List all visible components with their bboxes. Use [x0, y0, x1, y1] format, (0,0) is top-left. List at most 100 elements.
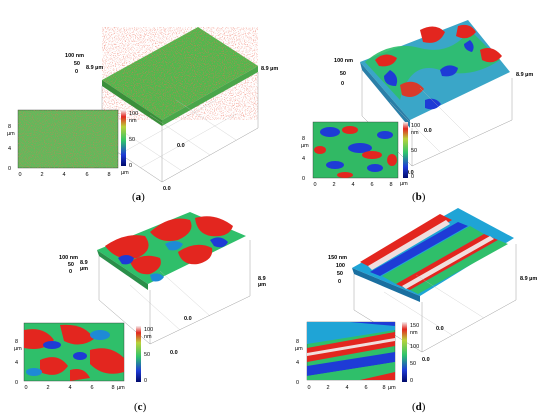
- panel-a-colorbar: [121, 110, 126, 166]
- panel-c-map-unit: µm: [14, 346, 22, 352]
- panel-b-z-mid: 50: [340, 71, 346, 77]
- panel-c-surface-3d: [97, 212, 251, 345]
- panel-d-z-mid: 50: [337, 271, 343, 277]
- panel-b-map-x-tick-0: 0: [313, 182, 316, 188]
- panel-b-map-unit: µm: [301, 143, 309, 149]
- panel-b-map-x-tick-3: 6: [370, 182, 373, 188]
- panel-a-map-x-tick-0: 0: [18, 172, 21, 178]
- panel-d-cbar-tick-0: 150: [410, 323, 419, 329]
- panel-c-map-x-tick-1: 2: [46, 385, 49, 391]
- panel-c-map-x-tick-2: 4: [68, 385, 71, 391]
- panel-b-cbar-tick-2: 0: [411, 174, 414, 180]
- panel-d-map-y-tick-0: 8: [296, 339, 299, 345]
- panel-c-height-map: [23, 322, 125, 382]
- panel-c-colorbar: [136, 326, 141, 382]
- panel-b-cbar-tick-0: 100: [411, 123, 420, 129]
- panel-c-y-unit: µm: [80, 266, 88, 272]
- panel-b-surface-3d: [360, 20, 513, 167]
- panel-a-map-x-tick-3: 6: [85, 172, 88, 178]
- panel-c-z-max: 100 nm: [59, 255, 78, 261]
- panel-c-y-end: 8.9: [80, 260, 88, 266]
- panel-c-cbar-tick-2: 0: [144, 378, 147, 384]
- panel-a-y-end: 8.9 µm: [86, 65, 103, 71]
- panel-b: 100 nm 50 0 8.9 µm 0.0 0.0 8 µm 4 0 0 2 …: [301, 20, 533, 203]
- panel-a-map-x-tick-1: 2: [40, 172, 43, 178]
- panel-a-map-x-unit: µm: [121, 170, 129, 176]
- panel-a-cbar-tick-2: 0: [129, 163, 132, 169]
- panel-c-map-x-tick-0: 0: [24, 385, 27, 391]
- panel-b-origin: 0.0: [406, 170, 414, 176]
- panel-d-cbar-tick-1: 100: [410, 344, 419, 350]
- panel-d-map-unit: µm: [295, 346, 303, 352]
- panel-c-map-x-tick-3: 6: [90, 385, 93, 391]
- panel-d-origin: 0.0: [422, 357, 430, 363]
- panel-a-z-mid: 50: [74, 61, 80, 67]
- panel-a-z-max: 100 nm: [65, 53, 84, 59]
- panel-d-z-min: 0: [338, 279, 341, 285]
- panel-b-z-max: 100 nm: [334, 58, 353, 64]
- panel-b-map-y-tick-2: 0: [302, 176, 305, 182]
- panel-d-z-max: 150 nm: [328, 255, 347, 261]
- panel-b-z-min: 0: [341, 81, 344, 87]
- panel-a-height-map: [17, 109, 119, 169]
- panel-c-cbar-tick-0: 100: [144, 327, 153, 333]
- panel-b-map-x-tick-4: 8: [389, 182, 392, 188]
- panel-d-map-x-tick-4: 8: [382, 385, 385, 391]
- panel-d-origin-2: 0.0: [436, 326, 444, 332]
- panel-d: 150 nm 100 50 0 8.9 µm 0.0 0.0 8 µm 4 0 …: [295, 208, 537, 413]
- panel-a-origin: 0.0: [163, 186, 171, 192]
- panel-d-map-x-tick-1: 2: [326, 385, 329, 391]
- panel-a-cbar-tick-0: 100: [129, 111, 138, 117]
- panel-c-x-end: 8.9: [258, 276, 266, 282]
- panel-c-map-y-tick-2: 0: [15, 380, 18, 386]
- panel-a-map-y-tick-0: 8: [8, 124, 11, 130]
- panel-c-caption: (c): [134, 401, 147, 413]
- panel-b-x-end: 8.9 µm: [516, 72, 533, 78]
- panel-b-colorbar: [403, 122, 408, 178]
- panel-c-map-x-unit: µm: [117, 385, 125, 391]
- panel-d-map-x-tick-2: 4: [345, 385, 348, 391]
- panel-c-map-x-tick-4: 8: [111, 385, 114, 391]
- panel-a-x-end: 8.9 µm: [261, 66, 278, 72]
- panel-b-height-map: [312, 121, 399, 179]
- panel-b-origin-2: 0.0: [424, 128, 432, 134]
- panel-a-map-y-tick-1: 4: [8, 146, 11, 152]
- panel-d-cbar-tick-2: 50: [410, 361, 416, 367]
- panel-d-map-y-tick-1: 4: [296, 360, 299, 366]
- panel-a-map-y-tick-2: 0: [8, 166, 11, 172]
- panel-d-colorbar: [402, 322, 407, 382]
- panel-b-map-x-tick-2: 4: [351, 182, 354, 188]
- panel-d-surface-3d: [352, 208, 517, 353]
- panel-a-cbar-tick-1: 50: [129, 137, 135, 143]
- panel-c-map-y-tick-0: 8: [15, 339, 18, 345]
- panel-d-cbar-unit: nm: [410, 330, 418, 336]
- panel-a-caption: (a): [132, 191, 145, 203]
- panel-d-cbar-tick-3: 0: [410, 378, 413, 384]
- panel-c-origin-2: 0.0: [184, 316, 192, 322]
- panel-a-map-unit: µm: [7, 131, 15, 137]
- panel-c-origin: 0.0: [170, 350, 178, 356]
- panel-b-map-x-unit: µm: [400, 181, 408, 187]
- panel-c-z-min: 0: [69, 269, 72, 275]
- panel-c-cbar-tick-1: 50: [144, 352, 150, 358]
- panel-d-map-x-tick-0: 0: [307, 385, 310, 391]
- panel-a-origin-2: 0.0: [177, 143, 185, 149]
- panel-c-cbar-unit: nm: [144, 334, 152, 340]
- panel-a-z-min: 0: [75, 69, 78, 75]
- panel-c-x-unit: µm: [258, 282, 266, 288]
- panel-b-caption: (b): [412, 191, 426, 203]
- panel-c-z-mid: 50: [68, 262, 74, 268]
- panel-a-map-x-tick-2: 4: [62, 172, 65, 178]
- panel-a-surface-3d: [101, 27, 259, 183]
- panel-b-map-y-tick-0: 8: [302, 136, 305, 142]
- panel-b-cbar-unit: nm: [411, 130, 419, 136]
- panel-d-map-x-unit: µm: [388, 385, 396, 391]
- panel-d-map-x-tick-3: 6: [364, 385, 367, 391]
- panel-d-z-2: 100: [336, 263, 345, 269]
- panel-c: 100 nm 50 0 8.9 µm 8.9 µm 0.0 0.0 8 µm 4…: [14, 212, 266, 413]
- panel-d-x-end: 8.9 µm: [520, 276, 537, 282]
- panel-b-map-y-tick-1: 4: [302, 156, 305, 162]
- panel-d-map-y-tick-2: 0: [296, 380, 299, 386]
